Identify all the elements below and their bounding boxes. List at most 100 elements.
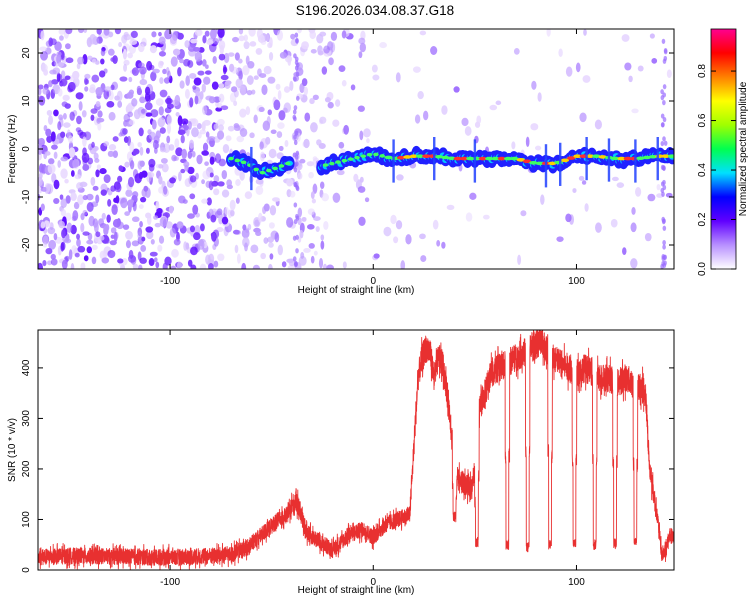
spectrogram-speckle: [257, 29, 263, 40]
spectrogram-speckle: [139, 221, 143, 227]
spectrogram-speckle: [84, 74, 90, 79]
spectrogram-speckle: [179, 59, 184, 63]
spectrogram-x-label: Height of straight line (km): [298, 285, 415, 296]
spectrogram-speckle: [661, 261, 665, 266]
spectrogram-speckle: [153, 215, 158, 219]
spectrogram-speckle: [191, 127, 199, 137]
spectrogram-speckle: [79, 101, 83, 111]
spectrogram-speckle: [258, 213, 263, 223]
spectrogram-speckle: [265, 137, 270, 145]
spectrogram-speckle: [66, 57, 74, 63]
spectrogram-speckle: [59, 35, 64, 40]
spectrogram-speckle: [353, 174, 358, 182]
spectrogram-speckle: [240, 128, 248, 137]
spectrogram-x-tick-label: 100: [568, 276, 585, 287]
spectrogram-speckle: [89, 34, 96, 45]
spectrogram-speckle: [405, 234, 411, 244]
spectrogram-speckle: [277, 131, 283, 138]
spectrogram-speckle: [222, 190, 229, 198]
spectrogram-speckle: [201, 199, 208, 204]
spectrogram-speckle: [185, 75, 190, 86]
spectrogram-speckle: [215, 102, 219, 107]
spectrogram-speckle: [82, 210, 87, 216]
spectrogram-speckle: [366, 138, 370, 143]
spectrogram-speckle: [159, 37, 166, 45]
spectrogram-speckle: [178, 171, 182, 181]
spectrogram-speckle: [169, 206, 174, 214]
spectrogram-speckle: [82, 164, 89, 171]
spectrogram-speckle: [190, 226, 195, 233]
spectrogram-speckle: [92, 59, 96, 64]
spectrogram-speckle: [158, 61, 163, 69]
spectrogram-speckle: [267, 236, 274, 242]
spectrogram-speckle: [358, 51, 362, 58]
spectrogram-speckle: [396, 174, 404, 180]
spectrogram-speckle: [247, 75, 254, 85]
spectrogram-speckle: [328, 57, 334, 65]
spectrogram-speckle: [496, 101, 502, 106]
spectrogram-speckle: [213, 124, 217, 130]
spectrogram-speckle: [331, 32, 337, 41]
spectrogram-speckle: [661, 217, 665, 222]
spectrogram-speckle: [160, 217, 168, 227]
spectrogram-speckle: [58, 221, 65, 229]
spectrogram-speckle: [296, 72, 300, 77]
colorbar-tick-label: 0.0: [697, 262, 708, 276]
spectrogram-speckle: [631, 109, 638, 114]
spectrogram-speckle: [326, 265, 334, 271]
snr-y-tick-label: 0: [21, 567, 32, 573]
spectrogram-speckle: [256, 186, 264, 195]
spectrogram-speckle: [663, 84, 667, 89]
spectrogram-speckle: [60, 168, 67, 178]
signal-track-peak: [235, 159, 241, 163]
spectrogram-speckle: [192, 205, 198, 215]
spectrogram-speckle: [483, 215, 490, 220]
spectrogram-speckle: [320, 182, 324, 189]
spectrogram-speckle: [295, 39, 299, 44]
spectrogram-speckle: [309, 31, 316, 40]
spectrogram-speckle: [130, 160, 134, 169]
signal-track-peak: [253, 168, 259, 172]
spectrogram-speckle: [583, 75, 591, 83]
spectrogram-speckle: [314, 251, 318, 256]
spectrogram-speckle: [565, 214, 571, 223]
spectrogram-speckle: [100, 236, 105, 241]
spectrogram-speckle: [662, 136, 666, 141]
spectrogram-speckle: [138, 265, 142, 272]
spectrogram-speckle: [119, 76, 127, 81]
spectrogram-speckle: [128, 177, 134, 187]
spectrogram-speckle: [237, 254, 241, 264]
spectrogram-speckle: [231, 86, 237, 92]
spectrogram-speckle: [58, 114, 63, 120]
spectrogram-speckle: [45, 248, 52, 254]
spectrogram-speckle: [117, 258, 123, 263]
spectrogram-speckle: [269, 222, 275, 228]
spectrogram-speckle: [53, 198, 59, 204]
spectrogram-speckle: [489, 105, 497, 111]
spectrogram-speckle: [110, 57, 115, 62]
spectrogram-speckle: [222, 170, 227, 179]
snr-x-label: Height of straight line (km): [298, 585, 415, 596]
spectrogram-speckle: [663, 185, 667, 190]
spectrogram-speckle: [307, 224, 315, 230]
spectrogram-speckle: [297, 173, 302, 180]
spectrogram-speckle: [69, 111, 74, 120]
spectrogram-speckle: [247, 61, 254, 69]
spectrogram-speckle: [280, 52, 287, 59]
spectrogram-y-tick-label: -10: [21, 189, 32, 204]
spectrogram-speckle: [92, 257, 97, 265]
signal-track-peak: [285, 162, 291, 166]
spectrogram-speckle: [310, 122, 318, 132]
spectrogram-speckle: [219, 40, 226, 50]
spectrogram-speckle: [109, 112, 116, 121]
spectrogram-speckle: [638, 65, 644, 71]
spectrogram-speckle: [379, 42, 387, 48]
spectrogram-speckle: [124, 114, 131, 122]
spectrogram-speckle: [189, 97, 193, 107]
signal-track-peak: [323, 163, 329, 167]
spectrogram-speckle: [295, 235, 299, 240]
spectrogram-speckle: [198, 239, 205, 250]
snr-y-tick-label: 200: [21, 460, 32, 477]
spectrogram-speckle: [158, 176, 162, 185]
spectrogram-speckle: [235, 179, 241, 186]
